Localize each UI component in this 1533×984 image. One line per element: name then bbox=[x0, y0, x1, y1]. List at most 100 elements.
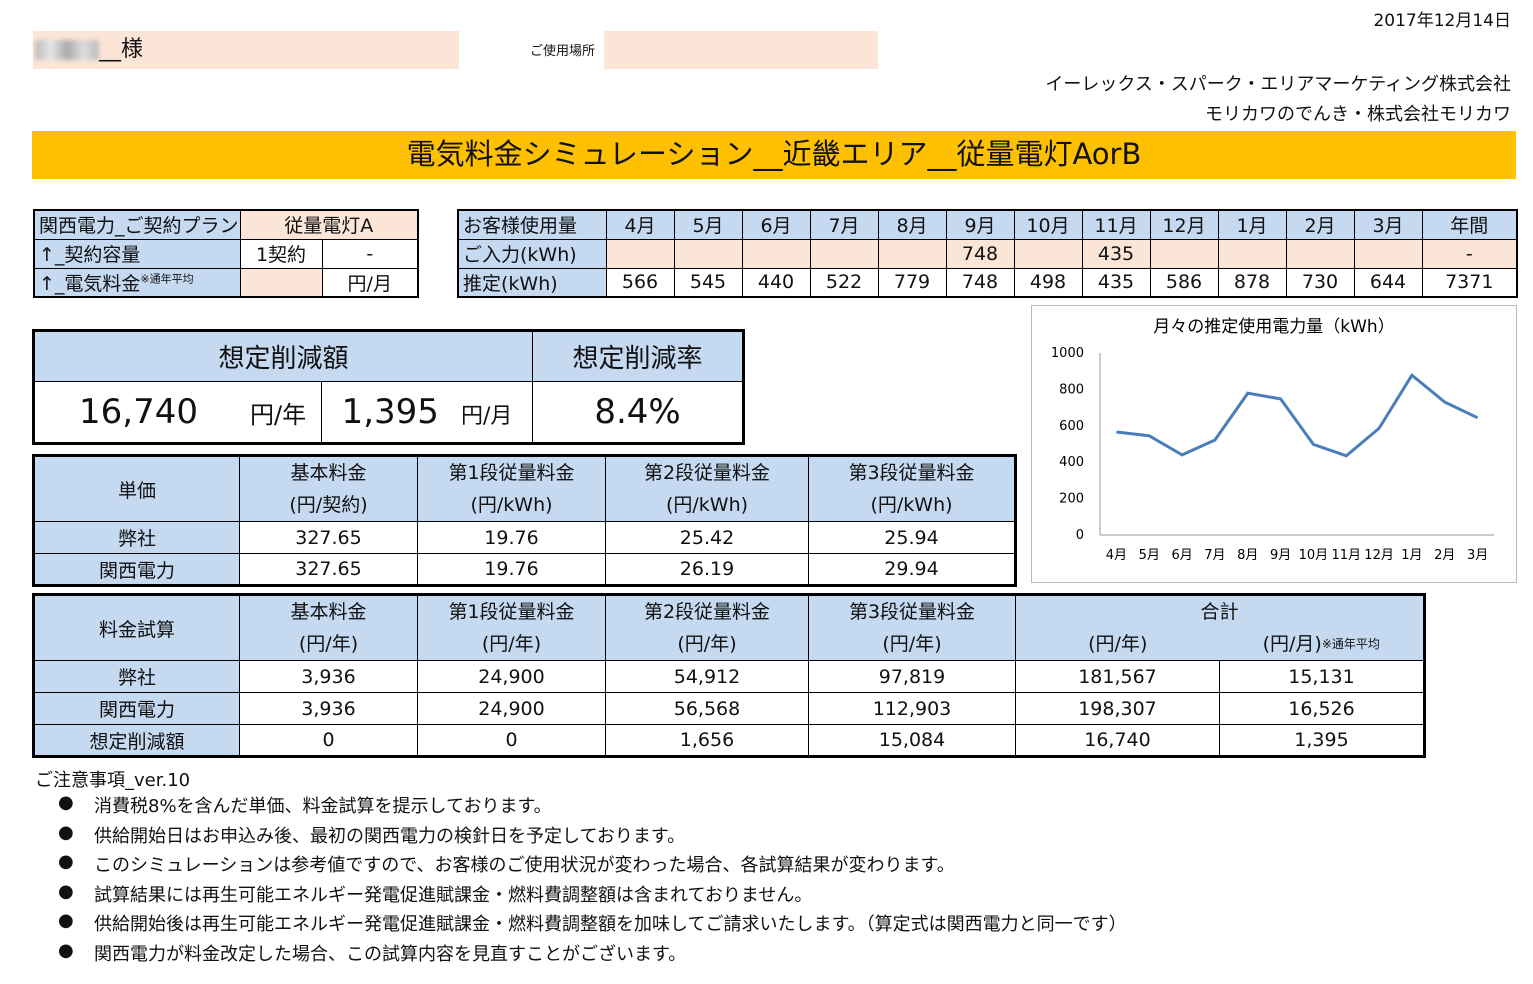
trial-header: 第1段従量料金 (円/年) bbox=[417, 594, 606, 661]
fee-unit: 円/月 bbox=[321, 267, 419, 298]
header-line2: (円/kWh) bbox=[870, 494, 953, 516]
usage-line-chart: 月々の推定使用電力量（kWh） 0 200 400 600 800 1000 4月 5月 6月… bbox=[1031, 305, 1517, 583]
input-cell bbox=[809, 238, 879, 269]
month-header: 11月 bbox=[1081, 209, 1151, 240]
trial-cell: 3,936 bbox=[239, 692, 418, 725]
customer-suffix: __様 bbox=[99, 37, 144, 62]
bullet-icon: ● bbox=[58, 939, 74, 961]
capacity-value: 1契約 bbox=[239, 238, 323, 269]
chart-x-tick: 6月 bbox=[1171, 548, 1192, 563]
customer-name-box: __様 bbox=[33, 31, 459, 69]
note-text: 供給開始後は再生可能エネルギー発電促進賦課金・燃料費調整額を加味してご請求いたし… bbox=[94, 914, 1127, 935]
usage-location-label: ご使用場所 bbox=[530, 44, 596, 59]
header-line2: (円/年) bbox=[481, 633, 542, 655]
trial-cell: 181,567 bbox=[1015, 660, 1220, 693]
chart-x-tick: 3月 bbox=[1467, 548, 1488, 563]
month-header: 年間 bbox=[1421, 209, 1518, 240]
input-cell bbox=[877, 238, 947, 269]
chart-svg: 月々の推定使用電力量（kWh） 0 200 400 600 800 1000 4月 5月 6月… bbox=[1051, 316, 1494, 563]
note-text: 供給開始日はお申込み後、最初の関西電力の検針日を予定しております。 bbox=[94, 825, 686, 847]
estimate-cell: 440 bbox=[741, 267, 811, 298]
bullet-icon: ● bbox=[58, 792, 74, 813]
note-item: ● このシミュレーションは参考値ですので、お客様のご使用状況が変わった場合、各試算… bbox=[58, 851, 1458, 877]
price-cell: 19.76 bbox=[417, 553, 606, 586]
input-cell: - bbox=[1421, 238, 1518, 269]
estimate-cell: 730 bbox=[1285, 267, 1355, 298]
row-label: 関西電力 bbox=[33, 692, 240, 725]
trial-cell: 56,568 bbox=[605, 692, 809, 725]
contract-table: 関西電力_ご契約プラン 従量電灯A ↑_契約容量 1契約 - ↑_電気料金※通年… bbox=[33, 209, 419, 298]
month-header: 9月 bbox=[945, 209, 1015, 240]
row-label: 想定削減額 bbox=[33, 724, 240, 757]
estimate-cell: 435 bbox=[1081, 267, 1151, 298]
header-line2: (円/kWh) bbox=[470, 494, 553, 516]
capacity-label: ↑_契約容量 bbox=[33, 238, 241, 269]
chart-x-tick: 4月 bbox=[1106, 548, 1127, 563]
bullet-icon: ● bbox=[58, 910, 74, 931]
chart-x-tick: 11月 bbox=[1331, 548, 1361, 563]
month-header: 1月 bbox=[1217, 209, 1287, 240]
input-cell bbox=[1217, 238, 1287, 269]
chart-x-tick: 2月 bbox=[1434, 548, 1455, 563]
chart-x-tick: 8月 bbox=[1237, 548, 1258, 563]
page-title: 電気料金シミュレーション__近畿エリア__従量電灯AorB bbox=[32, 131, 1516, 179]
yearly-savings-cell: 16,740 円/年 bbox=[33, 381, 322, 444]
price-cell: 29.94 bbox=[808, 553, 1016, 586]
estimate-cell: 522 bbox=[809, 267, 879, 298]
input-cell bbox=[605, 238, 675, 269]
total-year-unit: (円/年) bbox=[1088, 633, 1148, 655]
header-line1: 第2段従量料金 bbox=[643, 462, 771, 484]
row-label: 弊社 bbox=[33, 660, 240, 693]
total-units: (円/年) (円/月)※通年平均 bbox=[1017, 628, 1424, 660]
input-cell bbox=[673, 238, 743, 269]
estimate-cell: 779 bbox=[877, 267, 947, 298]
trial-cell: 0 bbox=[417, 724, 606, 757]
notes-title: ご注意事項_ver.10 bbox=[35, 770, 191, 791]
note-item: ● 消費税8%を含んだ単価、料金試算を提示しております。 bbox=[58, 792, 1458, 818]
chart-x-tick: 1月 bbox=[1401, 548, 1422, 563]
chart-y-tick: 800 bbox=[1059, 382, 1084, 397]
note-text: 消費税8%を含んだ単価、料金試算を提示しております。 bbox=[94, 796, 552, 817]
trial-cell: 24,900 bbox=[417, 660, 606, 693]
usage-header-label: お客様使用量 bbox=[457, 209, 607, 240]
header-line2: (円/年) bbox=[882, 633, 942, 655]
savings-amount-label: 想定削減額 bbox=[32, 330, 534, 382]
trial-cell: 54,912 bbox=[605, 660, 809, 693]
input-cell: 748 bbox=[945, 238, 1015, 269]
header-line1: 第1段従量料金 bbox=[448, 601, 575, 623]
trial-cell: 0 bbox=[239, 724, 418, 757]
note-text: 関西電力が料金改定した場合、この試算内容を見直すことがございます。 bbox=[94, 943, 687, 965]
chart-y-tick: 400 bbox=[1059, 455, 1084, 470]
month-header: 10月 bbox=[1013, 209, 1083, 240]
month-header: 2月 bbox=[1285, 209, 1355, 240]
price-cell: 327.65 bbox=[239, 553, 418, 586]
estimate-cell: 498 bbox=[1013, 267, 1083, 298]
estimate-cell: 586 bbox=[1149, 267, 1219, 298]
trial-cell: 15,084 bbox=[808, 724, 1016, 757]
estimate-row-label: 推定(kWh) bbox=[457, 267, 607, 298]
price-cell: 26.19 bbox=[605, 553, 809, 586]
trial-header: 第3段従量料金 (円/年) bbox=[808, 594, 1016, 661]
unit-price-header: 基本料金 (円/契約) bbox=[239, 455, 418, 522]
total-month-unit-wrap: (円/月)※通年平均 bbox=[1220, 628, 1424, 660]
note-item: ● 供給開始後は再生可能エネルギー発電促進賦課金・燃料費調整額を加味してご請求いた… bbox=[58, 910, 1458, 936]
chart-series-line bbox=[1116, 372, 1479, 458]
note-text: このシミュレーションは参考値ですので、お客様のご使用状況が変わった場合、各試算結… bbox=[94, 855, 955, 876]
total-header: 合計 (円/年) (円/月)※通年平均 bbox=[1015, 594, 1425, 661]
trial-cell: 3,936 bbox=[239, 660, 418, 693]
plan-value: 従量電灯A bbox=[239, 209, 419, 240]
capacity-extra: - bbox=[321, 238, 419, 269]
trial-cell: 198,307 bbox=[1015, 692, 1220, 725]
chart-title: 月々の推定使用電力量（kWh） bbox=[1153, 316, 1394, 337]
monthly-savings-unit: 円/月 bbox=[460, 404, 513, 429]
trial-table: 料金試算 基本料金 (円/年) 第1段従量料金 (円/年) 第2段従量料金 (円/年) 第3… bbox=[32, 593, 1426, 758]
fee-value bbox=[239, 267, 323, 298]
yearly-savings-unit: 円/年 bbox=[250, 401, 307, 429]
table-row: 関西電力 327.65 19.76 26.19 29.94 bbox=[33, 553, 1016, 586]
month-header: 8月 bbox=[877, 209, 947, 240]
redacted-name bbox=[35, 40, 99, 60]
bullet-icon: ● bbox=[58, 821, 74, 843]
total-month-unit: (円/月) bbox=[1262, 633, 1322, 655]
note-text: 試算結果には再生可能エネルギー発電促進賦課金・燃料費調整額は含まれておりません。 bbox=[94, 884, 813, 906]
trial-cell: 16,526 bbox=[1219, 692, 1425, 725]
